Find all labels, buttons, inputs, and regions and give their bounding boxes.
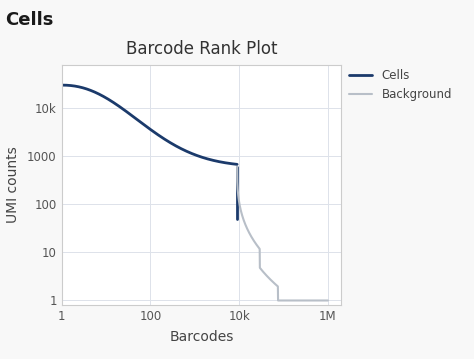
Cells [185, 150, 191, 154]
Cells [128, 113, 134, 117]
Y-axis label: UMI counts: UMI counts [6, 146, 20, 223]
Cells [80, 86, 86, 90]
Text: Cells: Cells [5, 11, 53, 29]
Background [289, 298, 294, 303]
Cells [234, 162, 240, 167]
Legend: Cells, Background: Cells, Background [344, 65, 457, 106]
X-axis label: Barcodes: Barcodes [169, 330, 234, 344]
Line: Cells: Cells [62, 85, 237, 164]
Background [283, 298, 289, 303]
Cells [59, 83, 64, 87]
Background [278, 298, 284, 303]
Cells [169, 141, 175, 146]
Cells [186, 150, 192, 155]
Background [234, 165, 240, 169]
Background [323, 298, 329, 303]
Title: Barcode Rank Plot: Barcode Rank Plot [126, 39, 277, 57]
Line: Background: Background [237, 167, 328, 300]
Cells [116, 104, 122, 108]
Background [275, 298, 281, 303]
Background [278, 298, 283, 303]
Background [309, 298, 315, 303]
Background [325, 298, 331, 303]
